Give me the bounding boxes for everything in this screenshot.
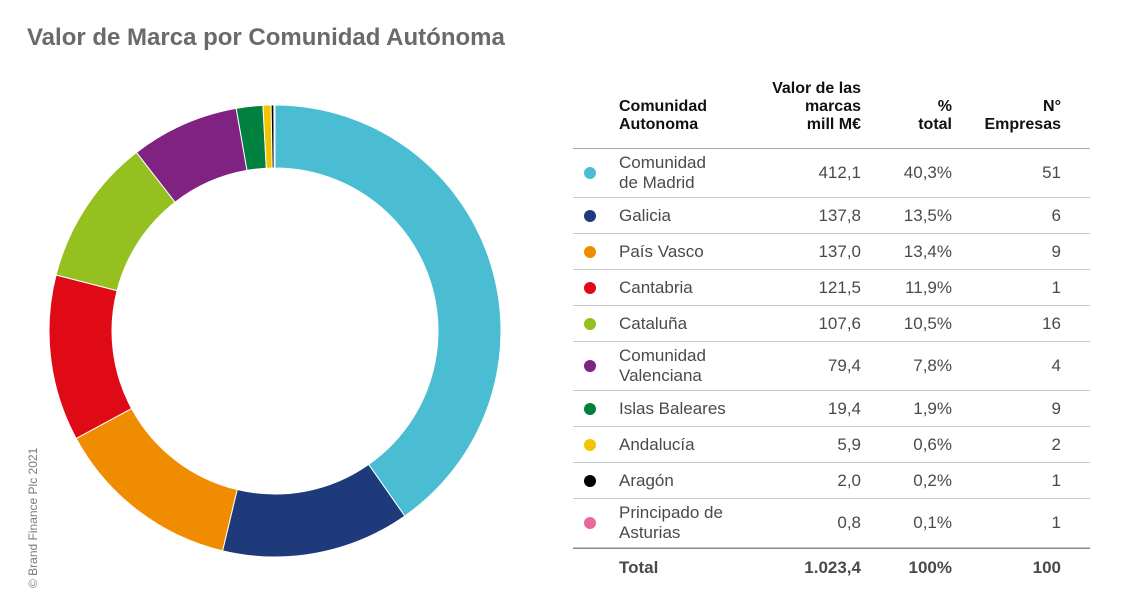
row-count: 51 xyxy=(1042,163,1061,182)
row-pct: 0,2% xyxy=(913,470,952,490)
table-row: País Vasco 137,0 13,4% 9 xyxy=(573,234,1090,270)
row-pct: 1,9% xyxy=(913,398,952,418)
legend-dot xyxy=(584,245,596,258)
row-name: Comunidad de Madrid xyxy=(619,153,706,192)
row-pct: 7,8% xyxy=(913,356,952,375)
total-count: 100 xyxy=(1032,558,1061,577)
table-header: Comunidad Autonoma Valor de las marcas mill… xyxy=(573,72,1090,149)
header-comunidad: Comunidad Autonoma xyxy=(619,98,707,133)
row-value: 107,6 xyxy=(818,313,861,333)
legend-dot xyxy=(584,317,596,330)
total-value: 1.023,4 xyxy=(804,558,861,577)
row-pct: 40,3% xyxy=(903,163,952,182)
row-value: 0,8 xyxy=(837,513,861,532)
row-value: 137,8 xyxy=(818,205,861,225)
row-count: 1 xyxy=(1051,513,1061,532)
row-pct: 11,9% xyxy=(905,277,952,297)
row-pct: 0,1% xyxy=(913,513,952,532)
table-row: Cantabria 121,5 11,9% 1 xyxy=(573,270,1090,306)
row-pct: 0,6% xyxy=(913,434,952,454)
donut-slice xyxy=(221,463,406,558)
row-name: Cantabria xyxy=(619,277,693,297)
donut-chart xyxy=(48,104,502,558)
legend-dot xyxy=(584,438,596,451)
table-row: Galicia 137,8 13,5% 6 xyxy=(573,198,1090,234)
table-row: Aragón 2,0 0,2% 1 xyxy=(573,463,1090,499)
donut-slice xyxy=(75,407,238,552)
total-pct: 100% xyxy=(908,558,952,577)
row-value: 79,4 xyxy=(827,356,861,375)
legend-dot xyxy=(584,167,596,179)
legend-dot xyxy=(584,517,596,529)
header-pct: % total xyxy=(918,98,952,133)
row-count: 4 xyxy=(1051,356,1061,375)
donut-slice xyxy=(274,104,502,517)
legend-dot xyxy=(584,402,596,415)
row-count: 9 xyxy=(1051,241,1061,261)
row-value: 137,0 xyxy=(818,241,861,261)
row-count: 9 xyxy=(1051,398,1061,418)
legend-dot xyxy=(584,209,596,222)
total-row: Total 1.023,4 100% 100 xyxy=(573,548,1090,587)
row-pct: 10,5% xyxy=(903,313,952,333)
row-name: Galicia xyxy=(619,205,671,225)
row-value: 5,9 xyxy=(837,434,861,454)
table-row: Cataluña 107,6 10,5% 16 xyxy=(573,306,1090,342)
header-empresas: N° Empresas xyxy=(984,98,1062,133)
row-count: 6 xyxy=(1051,205,1061,225)
data-table: Comunidad Autonoma Valor de las marcas mill… xyxy=(573,72,1090,587)
row-value: 121,5 xyxy=(818,277,861,297)
table-row: Islas Baleares 19,4 1,9% 9 xyxy=(573,391,1090,427)
donut-slice xyxy=(48,274,133,440)
row-name: Aragón xyxy=(619,470,674,490)
row-count: 1 xyxy=(1051,470,1061,490)
table-row: Comunidad de Madrid 412,1 40,3% 51 xyxy=(573,149,1090,198)
chart-title: Valor de Marca por Comunidad Autónoma xyxy=(27,24,505,51)
row-count: 2 xyxy=(1051,434,1061,454)
row-value: 2,0 xyxy=(837,470,861,490)
row-name: Andalucía xyxy=(619,434,695,454)
legend-dot xyxy=(584,360,596,372)
row-value: 412,1 xyxy=(818,163,861,182)
table-row: Comunidad Valenciana 79,4 7,8% 4 xyxy=(573,342,1090,391)
row-pct: 13,5% xyxy=(903,205,952,225)
table-body: Comunidad de Madrid 412,1 40,3% 51 Galicia 137… xyxy=(573,149,1090,548)
row-name: País Vasco xyxy=(619,241,704,261)
row-count: 1 xyxy=(1051,277,1061,297)
row-name: Principado de Asturias xyxy=(619,503,723,542)
donut-slice xyxy=(273,104,276,169)
row-name: Comunidad Valenciana xyxy=(619,346,706,385)
row-name: Islas Baleares xyxy=(619,398,726,418)
header-valor: Valor de las marcas mill M€ xyxy=(772,80,861,133)
row-count: 16 xyxy=(1042,313,1061,333)
legend-dot xyxy=(584,474,596,487)
row-name: Cataluña xyxy=(619,313,688,333)
table-row: Principado de Asturias 0,8 0,1% 1 xyxy=(573,499,1090,548)
row-pct: 13,4% xyxy=(903,241,952,261)
copyright-note: © Brand Finance Plc 2021 xyxy=(26,447,40,588)
legend-dot xyxy=(584,281,596,294)
row-value: 19,4 xyxy=(827,398,861,418)
table-row: Andalucía 5,9 0,6% 2 xyxy=(573,427,1090,463)
total-label: Total xyxy=(619,558,659,577)
